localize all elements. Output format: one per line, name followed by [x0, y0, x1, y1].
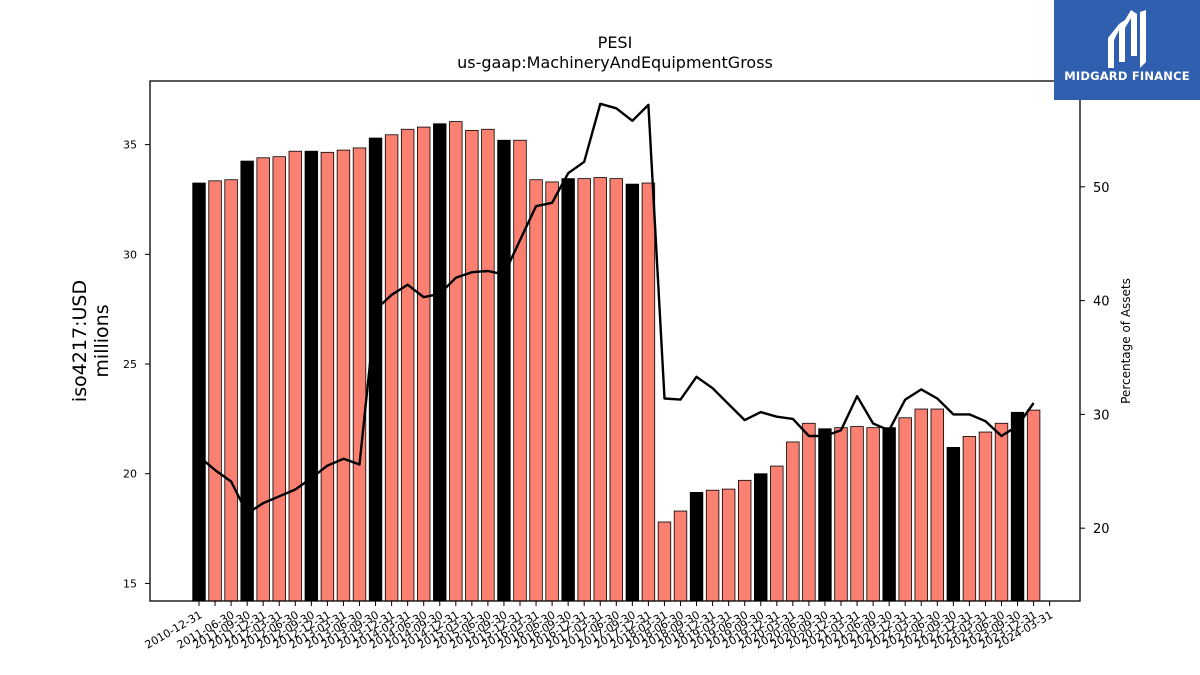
bar: [240, 160, 254, 602]
bar: [529, 179, 543, 602]
right-y-tick-label: 20: [1093, 522, 1110, 537]
bar: [866, 427, 880, 602]
x-axis: 2010-12-312011-06-302011-09-302011-12-31…: [143, 601, 1055, 652]
percentage-line: [198, 102, 1035, 515]
bar: [609, 178, 624, 602]
bar: [481, 128, 495, 602]
bar: [368, 137, 383, 602]
bar: [1026, 409, 1041, 602]
bar: [657, 521, 672, 602]
bar: [738, 479, 752, 602]
bar-series: [192, 121, 1041, 602]
bar: [256, 157, 270, 602]
bar: [721, 488, 736, 602]
bar: [433, 123, 447, 602]
bar: [288, 150, 303, 602]
bar: [449, 121, 463, 602]
left-y-tick-label: 20: [123, 468, 137, 481]
bar: [304, 150, 319, 602]
bar: [416, 126, 431, 602]
bar: [625, 183, 640, 602]
bar: [224, 179, 238, 602]
bar: [978, 431, 993, 602]
bar: [208, 180, 222, 602]
bar: [834, 427, 848, 602]
bar: [577, 178, 591, 602]
bar: [946, 447, 961, 602]
bar: [320, 151, 335, 602]
right-y-tick-label: 30: [1093, 408, 1110, 423]
bar: [497, 139, 511, 602]
bar: [882, 427, 896, 602]
bar: [673, 510, 688, 602]
bar: [786, 441, 800, 602]
bar: [336, 149, 351, 602]
left-y-tick-label: 35: [123, 139, 137, 152]
bar: [850, 426, 864, 602]
bar: [545, 181, 559, 602]
midgard-logo-icon: [1108, 10, 1146, 68]
bar: [272, 156, 286, 602]
left-y-axis: 15 20 25 30 35: [123, 139, 150, 590]
bar: [384, 134, 399, 602]
left-y-tick-label: 30: [123, 248, 137, 261]
bar: [994, 422, 1009, 602]
brand-name: MIDGARD FINANCE: [1064, 69, 1190, 83]
bar: [593, 177, 607, 602]
right-y-axis-label: Percentage of Assets: [1119, 278, 1133, 404]
bar: [962, 436, 977, 602]
bar: [914, 408, 928, 602]
bar: [898, 417, 912, 602]
bar: [192, 182, 206, 602]
bar: [930, 408, 945, 602]
chart-title: PESI: [598, 33, 633, 52]
bar: [352, 147, 367, 602]
right-y-axis: 20 30 40 50: [1080, 181, 1110, 537]
left-y-axis-label-unit: millions: [91, 304, 113, 377]
bar: [689, 491, 704, 602]
left-y-tick-label: 25: [123, 358, 137, 371]
bar: [802, 422, 816, 602]
bar: [705, 489, 720, 602]
left-y-tick-label: 15: [123, 577, 137, 590]
bar: [754, 473, 768, 602]
chart-subtitle: us-gaap:MachineryAndEquipmentGross: [457, 53, 773, 72]
left-y-axis-label: iso4217:USD: [69, 280, 91, 402]
bar: [400, 128, 415, 602]
right-y-tick-label: 50: [1093, 181, 1110, 196]
bar: [818, 428, 832, 602]
right-y-tick-label: 40: [1093, 295, 1110, 310]
bar: [641, 182, 656, 602]
bar: [561, 178, 575, 602]
brand-logo: MIDGARD FINANCE: [1054, 0, 1200, 100]
bar: [513, 139, 527, 602]
bar: [770, 465, 784, 602]
bar: [1010, 411, 1025, 602]
bar: [465, 129, 479, 602]
plot-frame: [149, 80, 1081, 602]
